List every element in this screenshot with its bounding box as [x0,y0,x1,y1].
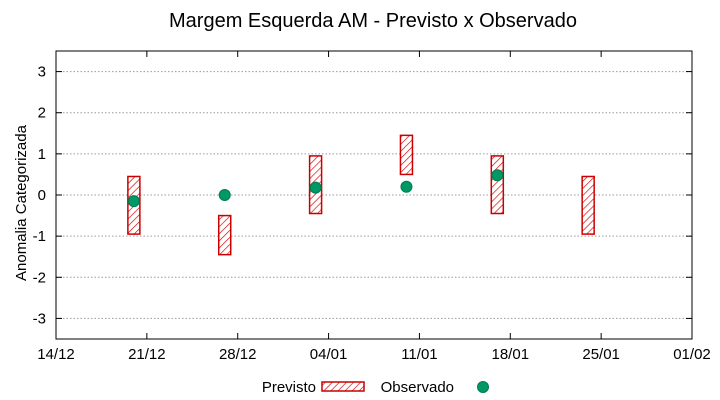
y-tick-label: -1 [33,228,46,245]
observado-point [400,180,413,193]
x-tick-label: 11/01 [401,346,437,363]
x-tick-label: 18/01 [492,346,530,363]
legend: Previsto Observado [262,379,489,396]
y-tick-label: 1 [38,146,46,163]
previsto-box [490,155,505,215]
previsto-box [217,214,232,256]
x-tick-label: 21/12 [128,346,166,363]
legend-swatch-observado [477,381,489,393]
observado-point [491,169,504,182]
y-tick-label: -2 [33,269,46,286]
observado-point [218,189,231,201]
legend-swatch-previsto [321,381,365,392]
x-tick-label: 25/01 [582,346,620,363]
x-tick-label: 04/01 [310,346,348,363]
y-tick-label: 0 [38,187,46,204]
y-tick-label: -3 [33,310,46,327]
y-tick-label: 2 [38,105,46,122]
grid [56,71,692,319]
legend-label-observado: Observado [381,379,454,396]
y-tick-label: 3 [38,64,46,81]
legend-label-previsto: Previsto [262,379,316,396]
observado-point [309,181,322,194]
x-axis: 14/12 21/12 28/12 04/01 11/01 18/01 25/01 01/02 [37,51,711,363]
x-tick-label: 14/12 [37,346,75,363]
y-axis: -3 -2 -1 0 1 2 3 [33,64,692,327]
series-observado [127,169,504,208]
observado-point [127,195,140,208]
y-axis-label: Anomalia Categorizada [13,124,30,281]
x-tick-label: 01/02 [673,346,711,363]
x-tick-label: 28/12 [219,346,257,363]
previsto-box [399,134,414,176]
previsto-box [581,175,595,235]
chart-title: Margem Esquerda AM - Previsto x Observad… [169,10,577,32]
